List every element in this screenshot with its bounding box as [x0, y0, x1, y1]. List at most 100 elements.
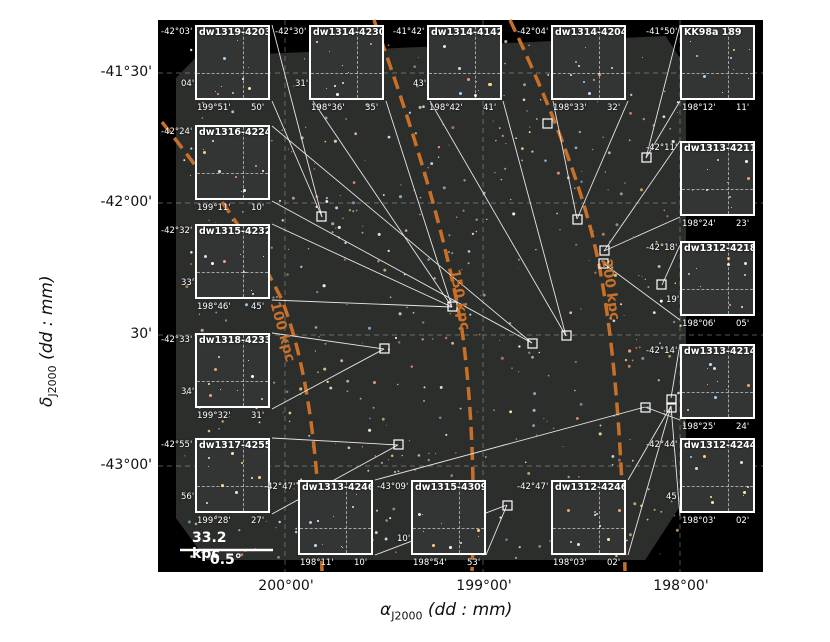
- background-star: [300, 265, 303, 269]
- inset-star: [258, 475, 262, 479]
- inset-grid-v: [475, 27, 476, 98]
- inset-star: [695, 268, 697, 270]
- inset-title: dw1314-4142: [431, 27, 502, 38]
- background-star: [531, 355, 534, 359]
- background-star: [323, 367, 327, 371]
- ytick-label: -42°00': [100, 194, 152, 210]
- background-star: [372, 380, 377, 385]
- background-star: [438, 416, 442, 419]
- inset-tick-label: -41°42': [393, 27, 425, 37]
- inset-star: [442, 44, 446, 48]
- inset-star: [690, 455, 693, 458]
- background-star: [185, 285, 189, 289]
- background-star: [347, 446, 351, 450]
- background-star: [272, 296, 275, 299]
- background-star: [450, 474, 454, 477]
- background-star: [527, 471, 531, 475]
- inset-tick-label: 19': [666, 295, 680, 305]
- background-star: [401, 454, 403, 457]
- inset-grid-v: [728, 440, 729, 511]
- inset-star: [247, 67, 249, 69]
- background-star: [277, 556, 280, 559]
- background-star: [351, 201, 356, 205]
- background-star: [442, 186, 446, 190]
- background-star: [504, 167, 507, 170]
- inset-tick-label: 198°24': [682, 219, 716, 229]
- inset-star: [569, 73, 572, 76]
- background-star: [501, 134, 505, 138]
- background-star: [372, 406, 375, 409]
- background-star: [559, 229, 561, 231]
- inset-tick-label: -42°32': [161, 226, 193, 236]
- inset-star: [214, 91, 216, 93]
- background-star: [335, 227, 337, 229]
- background-star: [495, 139, 497, 142]
- inset-star: [417, 513, 421, 517]
- inset-dw1314-4204: dw1314-4204: [551, 25, 626, 100]
- inset-star: [702, 74, 706, 78]
- inset-grid-v: [243, 440, 244, 511]
- background-star: [451, 341, 455, 345]
- background-star: [476, 411, 478, 413]
- inset-tick-label: -42°11': [646, 143, 678, 153]
- background-star: [633, 502, 637, 506]
- background-star: [316, 290, 319, 294]
- background-star: [478, 333, 481, 336]
- inset-star: [749, 48, 751, 50]
- background-star: [528, 44, 530, 47]
- background-star: [397, 383, 399, 386]
- inset-star: [727, 181, 729, 183]
- background-star: [375, 509, 379, 512]
- background-star: [538, 544, 542, 548]
- inset-tick-label: 198°36': [311, 103, 345, 113]
- background-star: [500, 356, 504, 360]
- inset-star: [466, 77, 470, 81]
- background-star: [416, 84, 419, 88]
- background-star: [652, 311, 656, 314]
- y-axis-label: δJ2000 (dd : mm): [37, 266, 59, 416]
- background-star: [641, 276, 643, 278]
- inset-tick-label: 199°32': [197, 411, 231, 421]
- background-star: [653, 508, 656, 511]
- inset-title: dw1319-4203: [199, 27, 270, 38]
- inset-star: [342, 81, 345, 84]
- inset-grid-v: [243, 226, 244, 297]
- background-star: [518, 345, 521, 348]
- background-star: [515, 137, 517, 140]
- background-star: [515, 438, 518, 440]
- inset-dw1312-4218: dw1312-4218: [680, 241, 755, 316]
- inset-title: dw1317-4255: [199, 440, 270, 451]
- background-star: [467, 250, 471, 253]
- inset-title: dw1312-4218: [684, 243, 755, 254]
- background-star: [398, 538, 401, 541]
- background-star: [666, 215, 669, 218]
- inset-tick-label: -42°47': [517, 482, 549, 492]
- background-star: [410, 365, 414, 368]
- background-star: [340, 359, 344, 363]
- inset-dw1315-4232: dw1315-4232: [195, 224, 270, 299]
- inset-star: [421, 514, 423, 516]
- background-star: [365, 103, 368, 107]
- background-star: [190, 263, 192, 265]
- inset-tick-label: 198°11': [300, 558, 334, 568]
- background-star: [628, 139, 631, 142]
- background-star: [567, 475, 570, 479]
- background-star: [451, 252, 454, 255]
- inset-star: [578, 64, 581, 67]
- background-star: [427, 167, 429, 169]
- background-star: [632, 236, 634, 238]
- background-star: [193, 277, 195, 280]
- background-star: [668, 354, 672, 358]
- inset-grid-h: [197, 272, 268, 273]
- background-star: [532, 424, 536, 428]
- background-star: [662, 115, 666, 119]
- inset-star: [231, 92, 234, 95]
- background-star: [361, 446, 364, 448]
- inset-tick-label: -42°47': [264, 482, 296, 492]
- inset-star: [686, 408, 689, 411]
- inset-star: [422, 530, 424, 532]
- background-star: [517, 258, 520, 261]
- background-star: [611, 266, 614, 269]
- inset-tick-label: -42°55': [161, 440, 193, 450]
